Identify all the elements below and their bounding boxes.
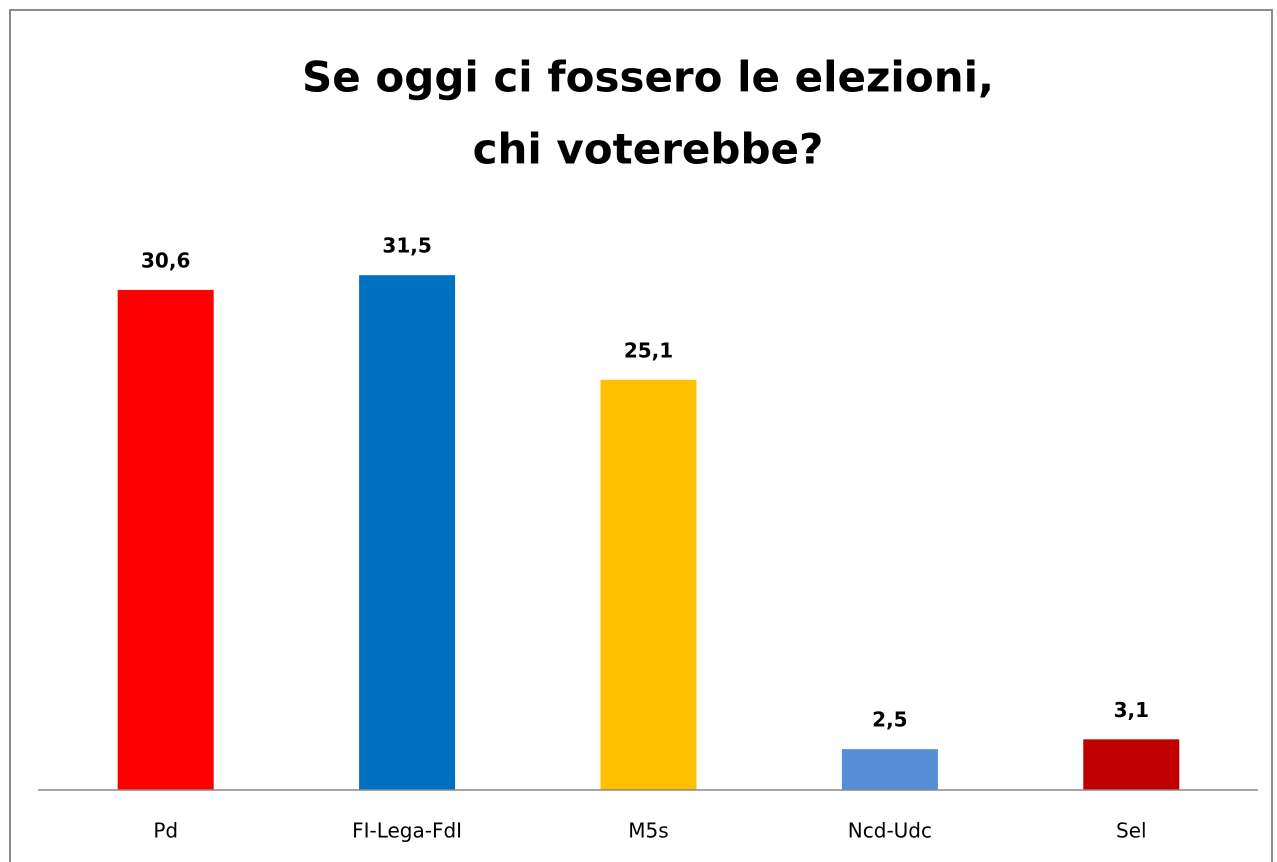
x-tick-label: M5s [628,819,668,843]
data-label: 3,1 [1114,698,1149,722]
data-label: 31,5 [382,234,431,258]
bar [359,275,456,790]
chart-title: chi voterebbe? [473,125,824,174]
chart-title: Se oggi ci fossero le elezioni, [302,53,994,102]
x-tick-label: Ncd-Udc [848,819,932,843]
data-label: 30,6 [141,248,190,272]
bar [841,749,938,790]
x-tick-label: FI-Lega-FdI [352,819,462,843]
x-tick-label: Pd [153,819,178,843]
bar [117,289,214,790]
x-tick-label: Sel [1116,819,1147,843]
data-label: 2,5 [872,708,907,732]
data-label: 25,1 [624,338,673,362]
bar [1083,739,1180,790]
bar [600,379,697,790]
